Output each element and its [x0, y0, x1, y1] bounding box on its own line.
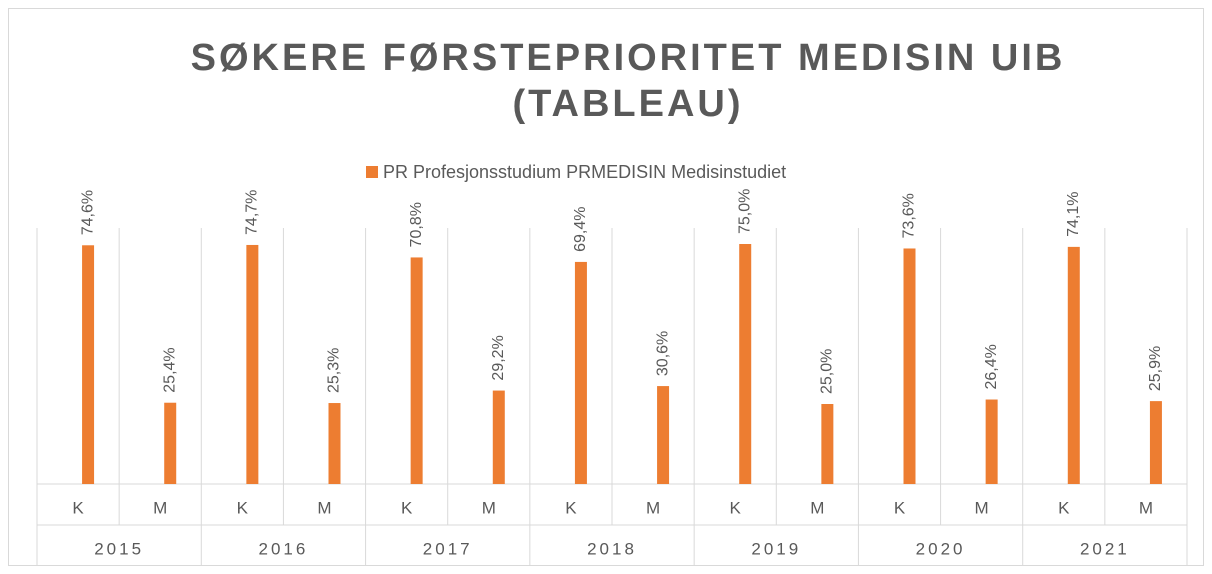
- data-label: 29,2%: [490, 335, 507, 380]
- x-tick-label: M: [482, 498, 496, 517]
- bar: [1067, 246, 1080, 484]
- group-label: 2018: [587, 539, 637, 558]
- x-tick-label: M: [975, 498, 989, 517]
- data-label: 74,1%: [1065, 192, 1082, 237]
- x-tick-label: K: [72, 498, 84, 517]
- data-label: 74,7%: [244, 190, 261, 235]
- x-tick-label: K: [730, 498, 742, 517]
- data-label: 75,0%: [736, 189, 753, 234]
- x-tick-label: K: [1058, 498, 1070, 517]
- bar: [903, 248, 916, 484]
- chart-border: [8, 8, 1204, 566]
- x-tick-label: M: [317, 498, 331, 517]
- x-tick-label: K: [894, 498, 906, 517]
- bar: [1149, 401, 1162, 484]
- x-tick-label: K: [565, 498, 577, 517]
- group-label: 2020: [916, 539, 966, 558]
- data-label: 25,0%: [819, 349, 836, 394]
- bar: [492, 390, 505, 484]
- legend-label: PR Profesjonsstudium PRMEDISIN Medisinst…: [383, 162, 786, 182]
- x-tick-label: K: [237, 498, 249, 517]
- bar: [821, 404, 834, 484]
- bar: [657, 386, 670, 484]
- x-tick-label: M: [810, 498, 824, 517]
- legend-swatch: [366, 166, 378, 178]
- bar: [739, 244, 752, 484]
- group-label: 2016: [259, 539, 309, 558]
- bar: [82, 245, 95, 484]
- chart-title: SØKERE FØRSTEPRIORITET MEDISIN UIB: [191, 37, 1066, 79]
- x-tick-label: M: [153, 498, 167, 517]
- data-label: 26,4%: [983, 344, 1000, 389]
- bar: [574, 261, 587, 484]
- data-label: 30,6%: [654, 331, 671, 376]
- group-label: 2015: [94, 539, 144, 558]
- x-tick-label: K: [401, 498, 413, 517]
- bar: [246, 244, 259, 484]
- data-label: 25,9%: [1147, 346, 1164, 391]
- group-label: 2019: [751, 539, 801, 558]
- data-label: 73,6%: [901, 193, 918, 238]
- bar: [328, 403, 341, 484]
- group-label: 2021: [1080, 539, 1130, 558]
- x-tick-label: M: [646, 498, 660, 517]
- chart-title: (TABLEAU): [512, 83, 743, 125]
- x-tick-label: M: [1139, 498, 1153, 517]
- data-label: 25,3%: [326, 348, 343, 393]
- group-label: 2017: [423, 539, 473, 558]
- data-label: 69,4%: [572, 207, 589, 252]
- data-label: 74,6%: [79, 190, 96, 235]
- bar: [164, 402, 177, 484]
- bar: [410, 257, 423, 484]
- data-label: 25,4%: [161, 347, 178, 392]
- data-label: 70,8%: [408, 202, 425, 247]
- bar: [985, 399, 998, 484]
